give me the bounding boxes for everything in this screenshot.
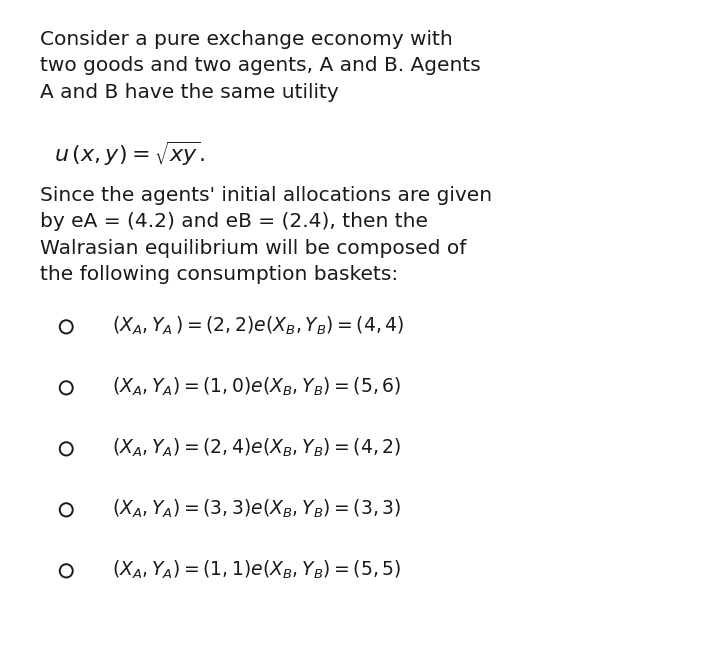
Text: $(X_{A},Y_{A})=(2,4)  e  (X_{B},Y_{B})=(4,2)$: $(X_{A},Y_{A})=(2,4) e (X_{B},Y_{B})=(4,… xyxy=(112,437,401,459)
Text: Since the agents' initial allocations are given
by eA = (4.2) and eB = (2.4), th: Since the agents' initial allocations ar… xyxy=(40,186,492,284)
Text: $(X_{A},Y_{A})=(1,1)  e  (X_{B},Y_{B})=(5,5)$: $(X_{A},Y_{A})=(1,1) e (X_{B},Y_{B})=(5,… xyxy=(112,559,401,581)
Text: Consider a pure exchange economy with
two goods and two agents, A and B. Agents
: Consider a pure exchange economy with tw… xyxy=(40,30,480,102)
Text: $(X_{A},Y_{A}\,)=(2,2)  e  (X_{B},Y_{B}) = (4,4)$: $(X_{A},Y_{A}\,)=(2,2) e (X_{B},Y_{B}) =… xyxy=(112,315,404,337)
Text: $u\,(x, y) = \sqrt{xy}.$: $u\,(x, y) = \sqrt{xy}.$ xyxy=(54,139,205,168)
Text: $(X_{A},Y_{A})=(1,0)  e  (X_{B},Y_{B})=(5,6)$: $(X_{A},Y_{A})=(1,0) e (X_{B},Y_{B})=(5,… xyxy=(112,376,401,398)
Text: $(X_{A},Y_{A})=(3,3)  e  (X_{B},Y_{B})=(3,3)$: $(X_{A},Y_{A})=(3,3) e (X_{B},Y_{B})=(3,… xyxy=(112,498,401,520)
